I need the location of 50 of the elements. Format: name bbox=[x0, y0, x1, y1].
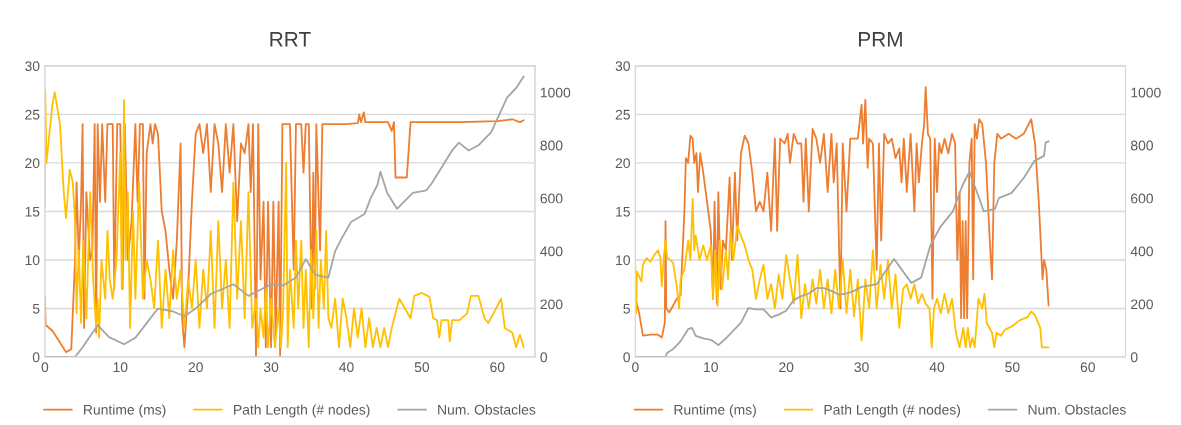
y2-tick-label: 0 bbox=[1130, 352, 1138, 363]
y-tick-label: 0 bbox=[623, 352, 630, 363]
chart-title: PRM bbox=[859, 32, 902, 47]
x-tick-label: 20 bbox=[779, 362, 794, 373]
y2-tick-label: 600 bbox=[1131, 193, 1153, 204]
line-series bbox=[635, 86, 1050, 339]
y2-tick-label: 200 bbox=[1131, 299, 1153, 310]
x-tick-label: 10 bbox=[704, 362, 718, 373]
y-tick-label: 30 bbox=[615, 61, 630, 72]
x-tick-label: 30 bbox=[854, 362, 869, 373]
x-tick-label: 30 bbox=[263, 362, 279, 373]
y2-tick-label: 400 bbox=[540, 246, 563, 257]
y2-tick-label: 1000 bbox=[1131, 87, 1161, 98]
y-tick-label: 10 bbox=[616, 255, 630, 266]
y-tick-label: 5 bbox=[32, 303, 40, 314]
legend-label: Num. Obstacles bbox=[1028, 404, 1126, 415]
x-tick-label: 0 bbox=[632, 362, 639, 373]
y2-tick-label: 800 bbox=[1130, 140, 1153, 151]
y-tick-label: 15 bbox=[25, 206, 40, 217]
y2-tick-label: 800 bbox=[540, 140, 563, 151]
y-tick-label: 5 bbox=[623, 303, 630, 314]
y-tick-label: 15 bbox=[616, 206, 630, 217]
line-series bbox=[635, 197, 1050, 349]
y-tick-label: 20 bbox=[615, 158, 630, 169]
y2-tick-label: 0 bbox=[540, 352, 548, 363]
x-tick-label: 50 bbox=[1005, 362, 1020, 373]
y2-tick-label: 400 bbox=[1130, 246, 1153, 257]
y-tick-label: 0 bbox=[32, 352, 40, 363]
y2-tick-label: 1000 bbox=[540, 87, 571, 98]
legend-label: Runtime (ms) bbox=[84, 404, 166, 418]
legend-label: Path Length (# nodes) bbox=[824, 404, 961, 418]
x-tick-label: 60 bbox=[490, 362, 505, 373]
y-tick-label: 30 bbox=[25, 61, 40, 72]
y-tick-label: 25 bbox=[25, 109, 40, 120]
chart-title: RRT bbox=[270, 32, 311, 47]
legend-label: Runtime (ms) bbox=[674, 404, 756, 418]
y2-tick-label: 200 bbox=[540, 299, 563, 310]
y-tick-label: 10 bbox=[25, 255, 40, 266]
x-tick-label: 10 bbox=[113, 362, 128, 373]
legend-label: Num. Obstacles bbox=[438, 404, 536, 415]
x-tick-label: 0 bbox=[41, 362, 49, 373]
x-tick-label: 40 bbox=[339, 362, 354, 373]
x-tick-label: 20 bbox=[188, 362, 203, 373]
y-tick-label: 25 bbox=[615, 109, 630, 120]
x-tick-label: 60 bbox=[1080, 362, 1095, 373]
legend-label: Path Length (# nodes) bbox=[234, 404, 370, 418]
y2-tick-label: 600 bbox=[540, 193, 563, 204]
x-tick-label: 50 bbox=[414, 362, 430, 373]
y-tick-label: 20 bbox=[25, 158, 40, 169]
x-tick-label: 40 bbox=[929, 362, 945, 373]
